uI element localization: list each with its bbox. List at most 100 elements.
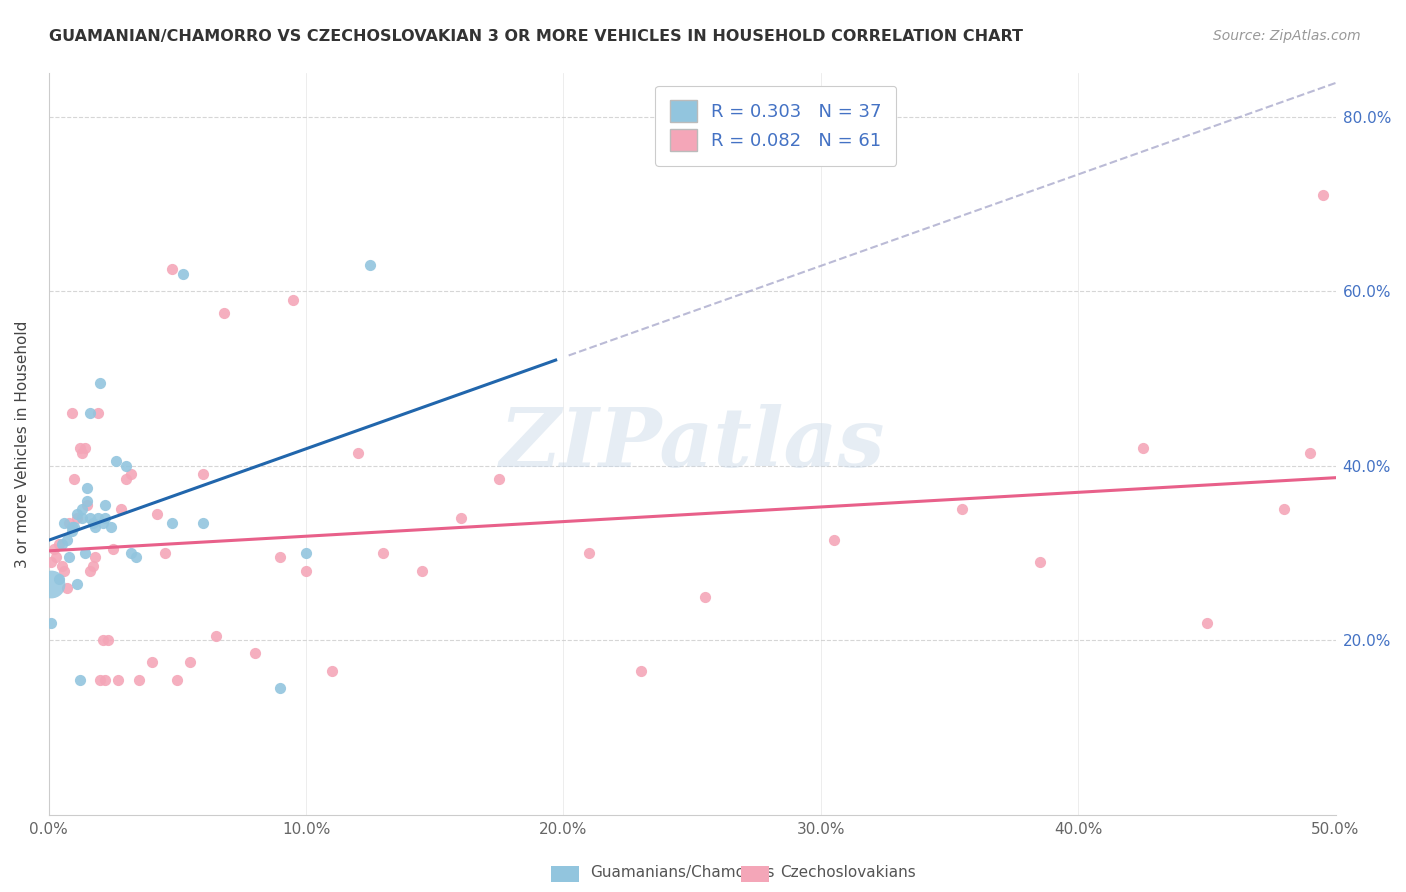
Point (166, 673, 188, 687)
Point (58, 550, 80, 565)
Point (153, 546, 176, 560)
Point (58, 516, 80, 530)
Point (70, 511, 93, 525)
Point (66, 511, 89, 525)
Text: Source: ZipAtlas.com: Source: ZipAtlas.com (1213, 29, 1361, 43)
Point (66, 507, 89, 521)
Point (82, 516, 104, 530)
Point (48, 572, 70, 586)
Point (101, 541, 124, 556)
Point (1132, 442, 1154, 456)
Point (84, 550, 107, 565)
Point (94, 673, 117, 687)
Point (243, 647, 266, 661)
Point (70, 502, 93, 516)
Text: GUAMANIAN/CHAMORRO VS CZECHOSLOVAKIAN 3 OR MORE VEHICLES IN HOUSEHOLD CORRELATIO: GUAMANIAN/CHAMORRO VS CZECHOSLOVAKIAN 3 … (49, 29, 1024, 44)
Point (488, 472, 510, 486)
Point (51, 537, 73, 551)
Point (146, 507, 169, 521)
Point (115, 472, 138, 486)
Point (63, 472, 86, 486)
Point (94, 511, 117, 525)
Point (411, 564, 433, 578)
Point (269, 550, 291, 565)
Point (94, 498, 117, 512)
Point (60, 520, 83, 534)
Point (107, 673, 129, 687)
Point (97, 633, 120, 648)
Point (70, 445, 93, 459)
Point (120, 467, 142, 482)
Point (42, 541, 65, 556)
Point (73, 442, 96, 456)
Point (91, 633, 114, 648)
Point (84, 520, 107, 534)
Text: Guamanians/Chamorros: Guamanians/Chamorros (591, 865, 775, 880)
Point (950, 502, 973, 516)
Point (295, 546, 318, 560)
Point (55, 581, 77, 595)
Point (295, 564, 318, 578)
Point (128, 673, 150, 687)
Point (283, 293, 305, 307)
Point (269, 681, 291, 696)
Point (823, 533, 845, 547)
Y-axis label: 3 or more Vehicles in Household: 3 or more Vehicles in Household (15, 320, 30, 567)
Point (86, 511, 108, 525)
Point (60, 524, 83, 539)
Point (373, 546, 395, 560)
Point (76, 498, 98, 512)
Point (60, 406, 83, 420)
Point (693, 590, 716, 604)
Point (172, 267, 194, 281)
Point (53, 564, 76, 578)
Point (141, 655, 163, 669)
Point (630, 664, 652, 678)
Point (86, 406, 108, 420)
Text: ZIPatlas: ZIPatlas (499, 404, 884, 484)
Point (76, 493, 98, 508)
Point (69, 673, 91, 687)
Point (41, 555, 63, 569)
Point (321, 664, 343, 678)
Point (45, 550, 67, 565)
Point (79, 564, 101, 578)
Point (63, 520, 86, 534)
Point (1272, 502, 1295, 516)
Point (110, 502, 132, 516)
Point (76, 481, 98, 495)
Point (48, 537, 70, 551)
Point (191, 516, 214, 530)
Point (1195, 615, 1218, 630)
Point (89, 376, 111, 390)
Point (55, 533, 77, 547)
Point (191, 467, 214, 482)
Point (41, 576, 63, 591)
Point (82, 559, 104, 574)
Point (104, 454, 127, 468)
Point (450, 511, 472, 525)
Point (162, 516, 184, 530)
Point (1299, 445, 1322, 459)
Text: Czechoslovakians: Czechoslovakians (780, 865, 917, 880)
Point (1312, 188, 1334, 202)
Point (179, 655, 201, 669)
Point (120, 546, 142, 560)
Point (578, 546, 600, 560)
Point (41, 615, 63, 630)
Point (359, 258, 381, 272)
Point (162, 262, 184, 277)
Point (79, 511, 101, 525)
Point (346, 445, 368, 459)
Point (51, 559, 73, 574)
Point (212, 306, 235, 320)
Point (66, 576, 89, 591)
Point (89, 673, 111, 687)
Point (79, 406, 101, 420)
Point (100, 520, 122, 534)
Point (205, 629, 228, 643)
Point (1028, 555, 1050, 569)
Point (91, 516, 114, 530)
Point (53, 516, 76, 530)
Point (69, 442, 91, 456)
